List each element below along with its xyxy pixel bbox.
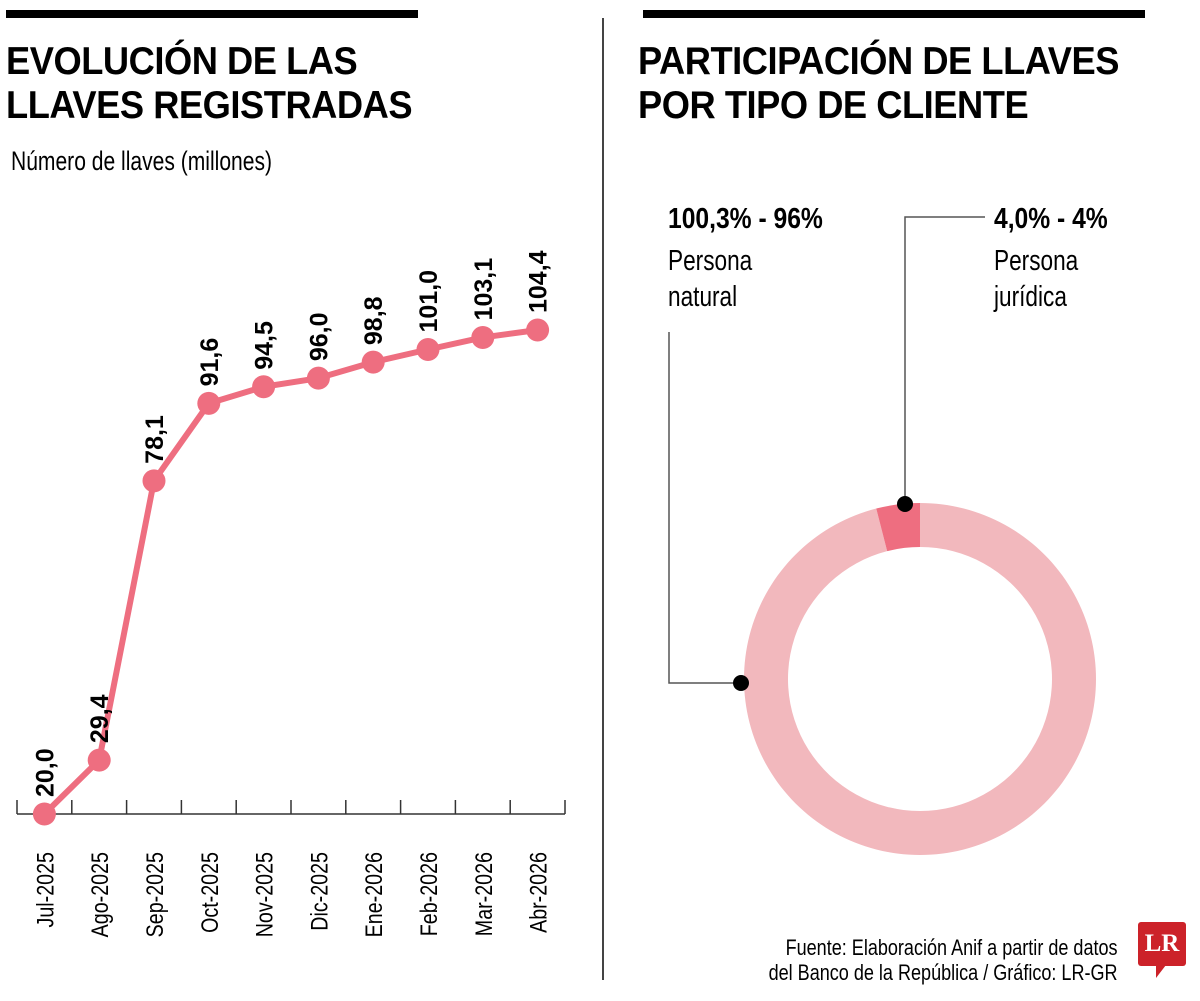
x-tick-label: Nov-2025	[251, 852, 278, 937]
x-tick-label: Jul-2025	[32, 852, 59, 927]
left-top-rule	[6, 10, 418, 18]
line-points	[32, 318, 550, 826]
data-point	[87, 748, 111, 772]
source-line-2: del Banco de la República / Gráfico: LR-…	[769, 960, 1118, 985]
legend-natural-name: Persona natural	[668, 245, 753, 313]
data-point	[252, 375, 276, 399]
value-label: 96,0	[305, 312, 333, 361]
value-label: 29,4	[86, 694, 114, 743]
source-note: Fuente: Elaboración Anif a partir de dat…	[769, 935, 1118, 985]
value-label: 94,5	[251, 321, 279, 370]
donut-slice-persona-juridica	[876, 503, 920, 552]
left-title-line-2: LLAVES REGISTRADAS	[6, 84, 413, 127]
lr-logo: LR	[1138, 922, 1186, 966]
right-title-line-2: POR TIPO DE CLIENTE	[638, 84, 1029, 127]
x-tick-label: Feb-2026	[415, 852, 442, 936]
right-title-line-1: PARTICIPACIÓN DE LLAVES	[638, 40, 1119, 83]
x-tick-label: Dic-2025	[306, 852, 333, 931]
value-label: 104,4	[525, 250, 553, 313]
value-label: 20,0	[31, 748, 59, 797]
x-tick-label: Ago-2025	[86, 852, 113, 937]
leader-dot-juridica	[897, 496, 913, 512]
line-series	[42, 327, 539, 817]
left-chart-title: EVOLUCIÓN DE LAS LLAVES REGISTRADAS	[6, 40, 413, 128]
data-point	[416, 337, 440, 361]
legend-natural-value: 100,3% - 96%	[668, 203, 823, 235]
lr-logo-tail	[1156, 965, 1166, 978]
source-line-1: Fuente: Elaboración Anif a partir de dat…	[786, 935, 1118, 960]
data-point	[197, 391, 221, 415]
line-chart: 20,0 29,4 78,1 91,6 94,5 96,0 98,8 101,0 103,1 10…	[16, 250, 566, 937]
data-point	[142, 469, 166, 493]
value-label: 103,1	[470, 258, 498, 321]
data-point	[306, 366, 330, 390]
value-label: 101,0	[415, 270, 443, 333]
leader-line-natural	[668, 332, 740, 684]
series-line	[42, 327, 539, 817]
x-tick-label: Oct-2025	[196, 852, 223, 933]
legend-juridica-name: Persona jurídica	[994, 245, 1079, 313]
leader-line-juridica	[904, 216, 985, 504]
x-tick-labels: Jul-2025 Ago-2025 Sep-2025 Oct-2025 Nov-2025…	[32, 852, 553, 937]
value-labels: 20,0 29,4 78,1 91,6 94,5 96,0 98,8 101,0 103,1 10…	[31, 250, 552, 797]
data-point	[32, 802, 56, 826]
left-chart-subtitle: Número de llaves (millones)	[11, 146, 273, 176]
panel-divider	[602, 18, 604, 980]
x-tick-label: Sep-2025	[141, 852, 168, 937]
x-tick-label: Ene-2026	[360, 852, 387, 937]
value-label: 91,6	[196, 338, 224, 387]
data-point	[361, 350, 385, 374]
value-label: 78,1	[141, 415, 169, 464]
x-tick-label: Abr-2026	[525, 852, 552, 933]
legend-juridica-value: 4,0% - 4%	[994, 203, 1108, 235]
right-chart-title: PARTICIPACIÓN DE LLAVES POR TIPO DE CLIE…	[638, 40, 1119, 128]
donut-slices	[743, 503, 1096, 855]
left-title-line-1: EVOLUCIÓN DE LAS	[6, 40, 358, 83]
right-top-rule	[643, 10, 1145, 18]
donut-slice-persona-natural	[743, 503, 1096, 855]
data-point	[526, 318, 550, 342]
leader-dot-natural	[733, 675, 749, 691]
value-label: 98,8	[360, 296, 388, 345]
x-axis	[16, 800, 566, 815]
x-tick-label: Mar-2026	[470, 852, 497, 936]
data-point	[471, 325, 495, 349]
